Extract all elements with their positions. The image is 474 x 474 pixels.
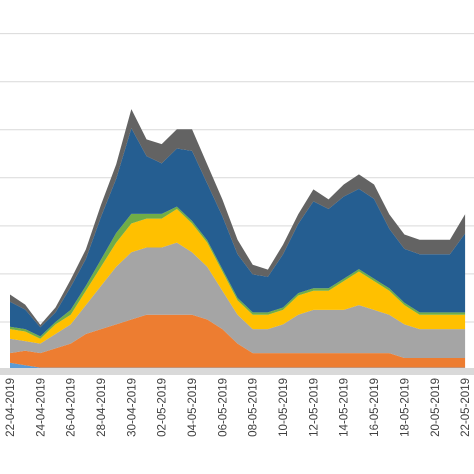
x-tick-label: 04-05-2019 <box>187 378 199 437</box>
x-tick-label: 12-05-2019 <box>308 378 320 437</box>
area <box>10 128 466 337</box>
area <box>10 209 466 344</box>
x-tick-label: 22-04-2019 <box>5 378 17 437</box>
x-tick-label: 06-05-2019 <box>217 378 229 437</box>
x-tick-label: 08-05-2019 <box>248 378 260 437</box>
x-tick-label: 02-05-2019 <box>157 378 169 437</box>
x-tick-label: 10-05-2019 <box>278 378 290 437</box>
x-tick-label: 20-05-2019 <box>430 378 442 437</box>
x-tick-label: 24-04-2019 <box>35 378 47 437</box>
x-tick-label: 22-05-2019 <box>460 378 472 437</box>
x-tick-label: 26-04-2019 <box>66 378 78 437</box>
x-axis <box>0 368 474 375</box>
x-tick-label: 28-04-2019 <box>96 378 108 437</box>
area <box>10 314 466 368</box>
x-tick-label: 30-04-2019 <box>126 378 138 437</box>
x-tick-label: 18-05-2019 <box>399 378 411 437</box>
area <box>10 242 466 358</box>
x-tick-label: 14-05-2019 <box>339 378 351 437</box>
x-tick-label: 16-05-2019 <box>369 378 381 437</box>
